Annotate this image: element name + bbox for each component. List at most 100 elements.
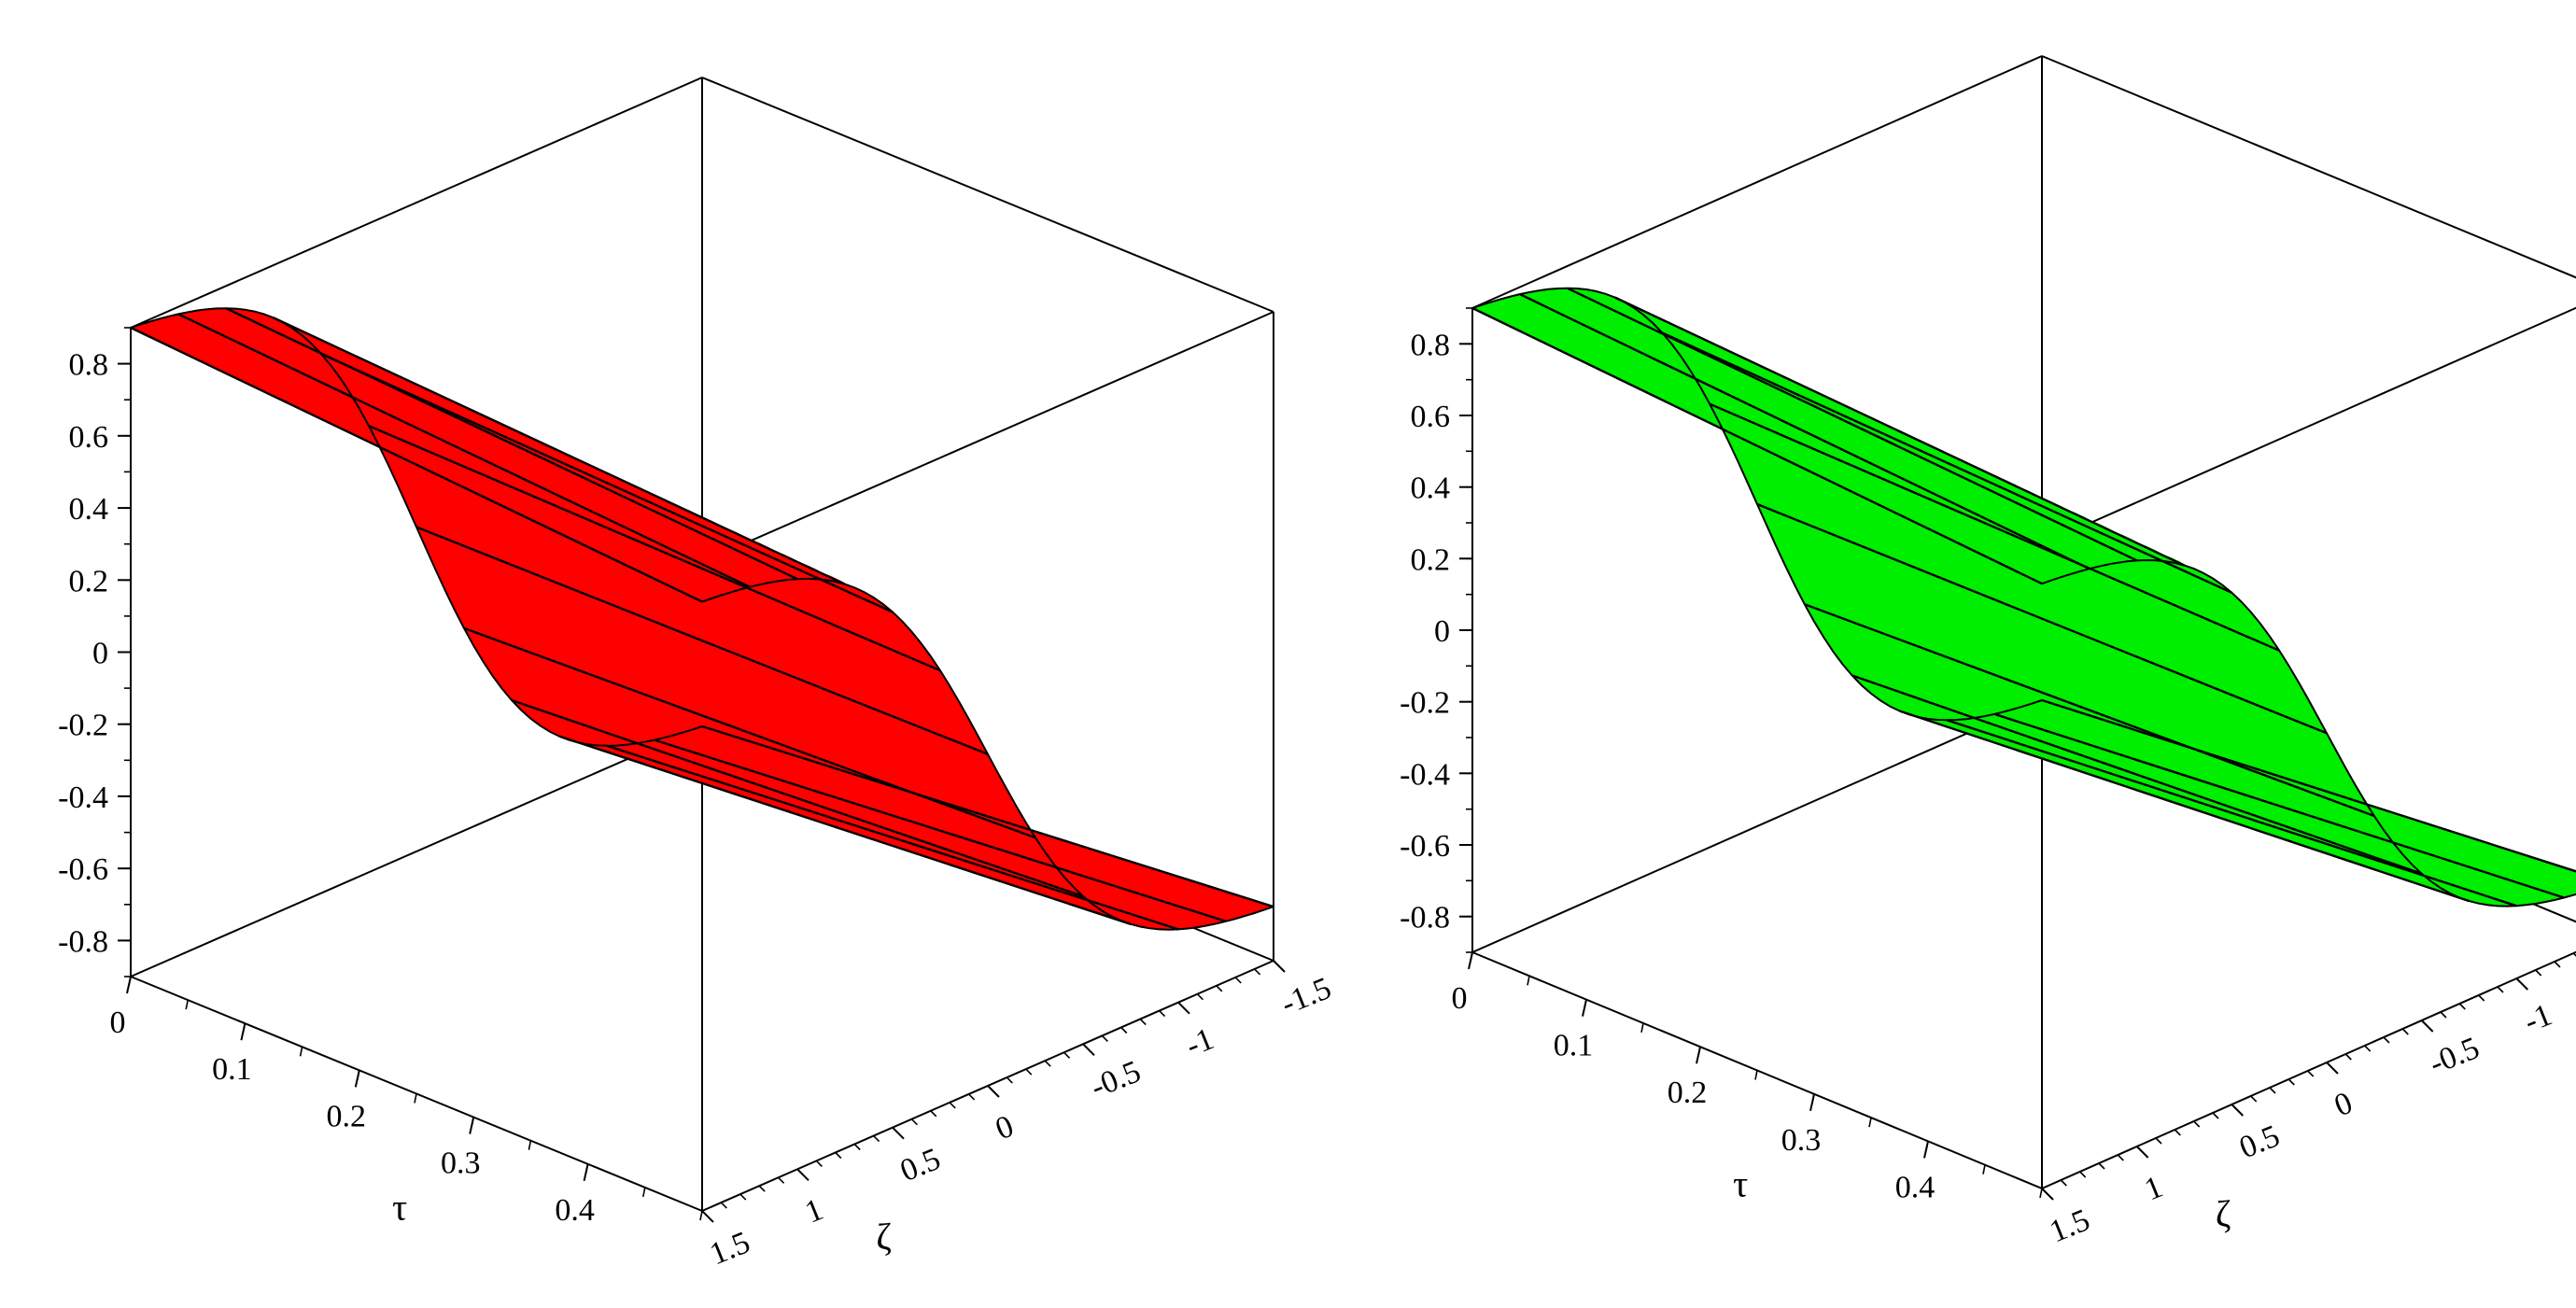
z-tick-label: 0.2 [69, 564, 109, 598]
z-tick-label: 0 [1434, 614, 1450, 649]
mesh-line [415, 526, 989, 755]
y-minor-tick [968, 1093, 976, 1101]
y-minor-tick [2155, 1137, 2162, 1145]
x-tick-label: 0.2 [327, 1099, 367, 1133]
surface-edge-curve [130, 307, 703, 747]
y-minor-tick [2307, 1070, 2315, 1077]
mesh-line [1519, 293, 2090, 570]
x-minor-tick [1640, 1022, 1644, 1034]
mesh-line [273, 316, 846, 585]
y-minor-tick [2515, 977, 2523, 985]
y-minor-tick [987, 1085, 994, 1092]
box-edge [701, 311, 1274, 563]
y-tick-label: -0.5 [1086, 1054, 1146, 1104]
y-axis-label: ζ [2216, 1193, 2231, 1235]
box-edge [1471, 699, 2043, 953]
mesh-line [320, 352, 894, 613]
y-tick-label: 0.5 [2234, 1118, 2284, 1165]
y-minor-tick [2250, 1095, 2258, 1103]
y-minor-tick [1044, 1060, 1051, 1067]
mesh-line [558, 735, 1132, 925]
mesh-line [1993, 712, 2565, 899]
y-minor-tick [1216, 985, 1223, 992]
x-tick-label: 0.1 [212, 1052, 252, 1087]
y-tick-label: 1.5 [705, 1225, 754, 1272]
x-tick-label: 0.3 [1781, 1123, 1822, 1158]
z-tick-label: 0.6 [69, 420, 109, 455]
y-minor-tick [2326, 1062, 2333, 1069]
y-minor-tick [2212, 1112, 2219, 1119]
surface-plot-red: 0.8 0.6 0.4 0.2 0 -0.2 -0.4 -0.6 -0.8 0 0.1 0.2 0.3 0… [58, 77, 1336, 1272]
z-tick-label: -0.8 [1400, 901, 1450, 935]
y-minor-tick [1063, 1051, 1071, 1059]
y-minor-tick [835, 1151, 842, 1160]
y-minor-tick [720, 1202, 727, 1209]
y-minor-tick [2269, 1087, 2276, 1094]
y-minor-tick [2174, 1129, 2181, 1136]
box-edge [2041, 55, 2576, 279]
mesh-line [1804, 603, 2375, 818]
y-minor-tick [2193, 1120, 2201, 1128]
x-minor-tick [128, 976, 132, 987]
z-tick-label: 0.2 [1411, 542, 1451, 577]
y-tick-label: 1 [800, 1192, 828, 1231]
y-minor-tick [2098, 1162, 2105, 1170]
x-minor-tick [1754, 1070, 1758, 1080]
y-minor-tick [2572, 952, 2576, 957]
y-minor-tick [1120, 1026, 1128, 1034]
y-minor-tick [1159, 1010, 1166, 1018]
x-tick-label: 0.4 [1895, 1170, 1936, 1204]
mesh-line [654, 738, 1227, 922]
y-minor-tick [1139, 1018, 1147, 1026]
mesh-line [463, 626, 1036, 839]
mesh-line [1661, 331, 2232, 594]
y-minor-tick [1006, 1076, 1013, 1084]
z-tick-label: -0.8 [58, 924, 108, 959]
y-tick-label: -1 [2519, 997, 2556, 1039]
x-minor-tick [185, 999, 189, 1010]
box-edge [130, 725, 703, 977]
y-tick-label: 0.5 [895, 1142, 945, 1188]
surface-plot-green: 0.8 0.6 0.4 0.2 0 -0.2 -0.4 -0.6 -0.8 0 0.1 0.2 0.3 0… [1400, 55, 2576, 1249]
box-edge [701, 77, 1274, 313]
x-minor-tick [1982, 1164, 1986, 1174]
y-minor-tick [2287, 1078, 2295, 1086]
mesh-line [606, 744, 1179, 931]
y-minor-tick [1025, 1068, 1033, 1076]
z-tick-label: -0.4 [58, 781, 108, 815]
y-minor-tick [2458, 1003, 2466, 1010]
y-minor-tick [1234, 977, 1242, 984]
x-axis-label: τ [392, 1187, 407, 1229]
x-minor-tick [642, 1187, 646, 1198]
x-minor-tick [471, 1117, 474, 1127]
y-minor-tick [2041, 1188, 2048, 1195]
mesh-line [1946, 719, 2517, 907]
mesh-line [2041, 698, 2576, 873]
x-tick-label: 0.2 [1668, 1076, 1708, 1110]
x-minor-tick [1527, 976, 1530, 986]
x-minor-tick [584, 1163, 589, 1174]
y-tick-label: 0 [2330, 1086, 2358, 1124]
y-minor-tick [2535, 969, 2542, 977]
box-edge [130, 77, 703, 329]
z-tick-label: -0.2 [58, 709, 108, 743]
y-minor-tick [1196, 993, 1204, 1001]
y-minor-tick [930, 1110, 937, 1118]
y-minor-tick [2060, 1179, 2067, 1187]
surface-edge-curve [2041, 558, 2576, 907]
y-minor-tick [2364, 1045, 2372, 1052]
y-minor-tick [2383, 1036, 2390, 1044]
y-minor-tick [1273, 960, 1280, 967]
x-minor-tick [699, 1210, 703, 1221]
z-tick-label: -0.6 [58, 852, 108, 887]
y-minor-tick [910, 1118, 918, 1126]
y-minor-tick [892, 1127, 899, 1134]
box-edge [2041, 950, 2576, 1189]
mesh-line [1899, 710, 2470, 903]
y-minor-tick [701, 1210, 709, 1217]
y-minor-tick [2231, 1104, 2238, 1111]
y-tick-label: 1 [2140, 1170, 2168, 1208]
y-minor-tick [853, 1143, 861, 1151]
x-minor-tick [299, 1047, 303, 1057]
